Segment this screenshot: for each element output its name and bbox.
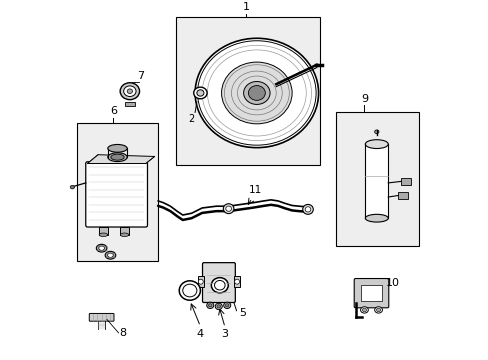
Ellipse shape [120, 233, 128, 237]
Text: 8: 8 [119, 328, 126, 338]
Ellipse shape [221, 62, 291, 124]
Bar [175, 17, 320, 165]
Text: 5: 5 [239, 309, 245, 319]
Polygon shape [87, 155, 154, 163]
Ellipse shape [70, 185, 74, 189]
Ellipse shape [99, 233, 107, 237]
Bar [124, 102, 135, 106]
Ellipse shape [365, 214, 387, 222]
Ellipse shape [183, 284, 197, 297]
Ellipse shape [217, 305, 220, 308]
Ellipse shape [111, 154, 124, 160]
Ellipse shape [223, 204, 233, 213]
FancyBboxPatch shape [202, 263, 235, 302]
Ellipse shape [243, 81, 269, 104]
Ellipse shape [127, 89, 132, 94]
Ellipse shape [197, 90, 203, 96]
Ellipse shape [374, 307, 382, 313]
Ellipse shape [195, 38, 318, 148]
Text: 6: 6 [109, 106, 117, 116]
Ellipse shape [99, 246, 104, 250]
Ellipse shape [365, 140, 387, 149]
Text: 4: 4 [197, 329, 203, 339]
Bar [120, 227, 128, 235]
Ellipse shape [225, 206, 231, 211]
Ellipse shape [305, 207, 310, 212]
Ellipse shape [360, 307, 367, 313]
Bar [336, 112, 418, 246]
Ellipse shape [214, 280, 224, 290]
Ellipse shape [223, 302, 230, 309]
Bar [365, 144, 387, 218]
Ellipse shape [123, 86, 136, 96]
Circle shape [234, 279, 239, 284]
Text: 10: 10 [385, 279, 399, 288]
Text: 1: 1 [242, 2, 249, 12]
Ellipse shape [206, 302, 213, 309]
Text: 2: 2 [188, 114, 194, 124]
FancyBboxPatch shape [85, 162, 147, 227]
Ellipse shape [225, 304, 228, 307]
Circle shape [198, 279, 203, 284]
Ellipse shape [248, 86, 265, 100]
Ellipse shape [215, 303, 222, 310]
Ellipse shape [193, 87, 207, 99]
Bar [360, 285, 381, 301]
Bar [397, 192, 407, 199]
Ellipse shape [107, 253, 113, 257]
Ellipse shape [120, 83, 139, 100]
Ellipse shape [302, 204, 313, 214]
FancyBboxPatch shape [89, 314, 114, 321]
Bar [197, 276, 203, 287]
Ellipse shape [362, 308, 366, 312]
Bar [233, 276, 240, 287]
Text: 11: 11 [248, 185, 261, 195]
Ellipse shape [107, 144, 127, 152]
Ellipse shape [211, 278, 228, 293]
Bar [77, 123, 158, 261]
Text: 7: 7 [137, 71, 143, 81]
Ellipse shape [179, 281, 200, 300]
Ellipse shape [96, 244, 107, 252]
Text: 3: 3 [221, 329, 228, 339]
Text: 9: 9 [360, 94, 367, 104]
FancyBboxPatch shape [353, 279, 388, 308]
Ellipse shape [376, 308, 380, 312]
Ellipse shape [105, 251, 116, 259]
Ellipse shape [208, 304, 212, 307]
Ellipse shape [374, 130, 378, 134]
Bar [401, 177, 410, 185]
Ellipse shape [107, 153, 127, 162]
Bar [99, 227, 107, 235]
